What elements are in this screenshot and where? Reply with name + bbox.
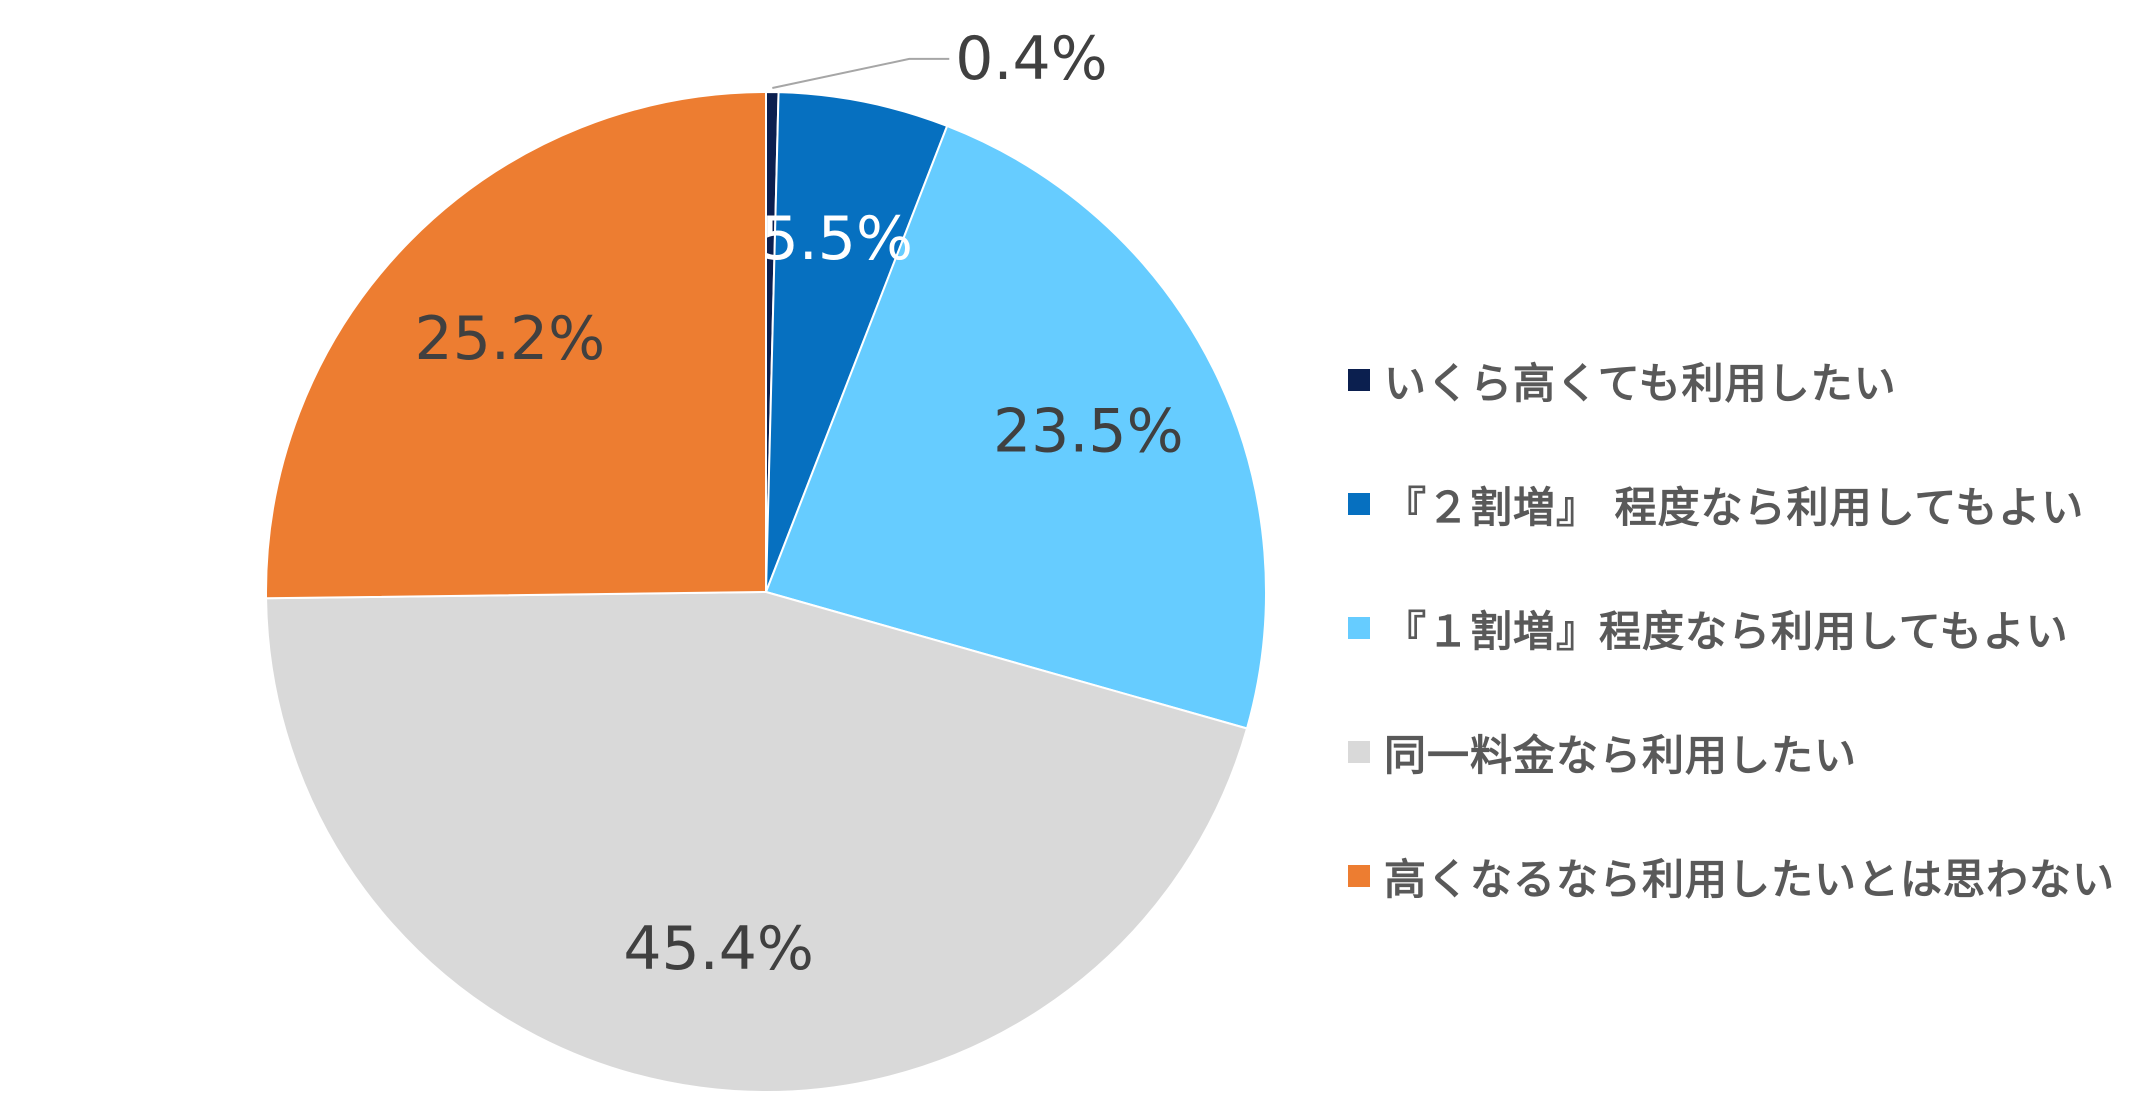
leader-line-0 [772, 57, 950, 90]
data-label-0: 0.4% [955, 24, 1107, 94]
legend-swatch-3 [1348, 741, 1370, 763]
legend-swatch-4 [1348, 865, 1370, 887]
pie-slice-3 [265, 590, 1249, 1093]
chart-legend: いくら高くても利用したい 『２割増』 程度なら利用してもよい 『１割増』程度なら… [1348, 318, 2138, 938]
data-label-1: 5.5% [761, 204, 913, 274]
legend-swatch-2 [1348, 617, 1370, 639]
legend-swatch-0 [1348, 369, 1370, 391]
legend-item-1: 『２割増』 程度なら利用してもよい [1348, 442, 2138, 566]
pie-data-labels: 0.4% 5.5% 23.5% 45.4% 25.2% [415, 24, 1184, 984]
pie-slice-2 [764, 124, 1267, 730]
pie-slice-4 [265, 90, 767, 600]
legend-label-3: 同一料金なら利用したい [1384, 730, 1858, 780]
legend-item-0: いくら高くても利用したい [1348, 318, 2138, 442]
legend-swatch-1 [1348, 493, 1370, 515]
data-label-3: 45.4% [623, 914, 814, 984]
data-label-4: 25.2% [415, 304, 606, 374]
pie-slice-1 [765, 91, 949, 593]
legend-label-4: 高くなるなら利用したいとは思わない [1384, 854, 2116, 904]
legend-label-1: 『２割増』 程度なら利用してもよい [1384, 482, 2085, 532]
legend-label-0: いくら高くても利用したい [1384, 358, 1897, 408]
legend-label-2: 『１割増』程度なら利用してもよい [1384, 606, 2069, 656]
legend-item-2: 『１割増』程度なら利用してもよい [1348, 566, 2138, 690]
legend-item-4: 高くなるなら利用したいとは思わない [1348, 814, 2138, 938]
legend-item-3: 同一料金なら利用したい [1348, 690, 2138, 814]
data-label-2: 23.5% [993, 397, 1184, 467]
pie-slices [265, 90, 1267, 1093]
